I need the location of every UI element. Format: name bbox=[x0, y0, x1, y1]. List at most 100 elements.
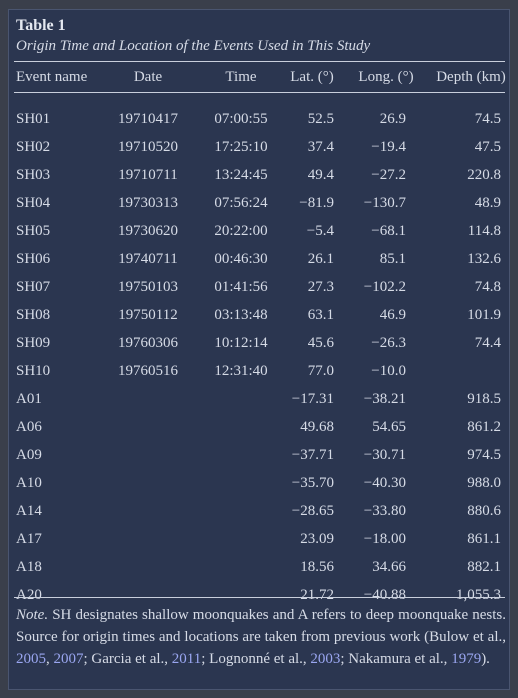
cell-latitude: 49.4 bbox=[307, 167, 334, 183]
note-text-3: ; Lognonné et al., bbox=[201, 651, 311, 667]
cell-depth: 918.5 bbox=[467, 391, 501, 407]
cell-longitude: 26.9 bbox=[379, 111, 406, 127]
cell-event-name: SH03 bbox=[16, 167, 51, 183]
top-rule bbox=[14, 61, 505, 62]
cell-date: 19710520 bbox=[118, 139, 178, 155]
cell-longitude: 34.66 bbox=[372, 559, 406, 575]
cell-depth: 74.4 bbox=[474, 335, 501, 351]
cell-event-name: A18 bbox=[16, 559, 42, 575]
citation-link-bulow-2007[interactable]: 2007 bbox=[53, 651, 84, 667]
table-row: A10 −35.70 −40.30 988.0 bbox=[16, 469, 506, 497]
cell-event-name: SH01 bbox=[16, 111, 51, 127]
cell-latitude: 27.3 bbox=[307, 279, 334, 295]
cell-longitude: −27.2 bbox=[371, 167, 406, 183]
table-row: SH05 19730620 20:22:00 −5.4 −68.1 114.8 bbox=[16, 217, 506, 245]
cell-longitude: −33.80 bbox=[363, 503, 406, 519]
cell-longitude: −130.7 bbox=[363, 195, 406, 211]
cell-latitude: 77.0 bbox=[307, 363, 334, 379]
cell-depth: 880.6 bbox=[467, 503, 501, 519]
cell-depth: 74.5 bbox=[474, 111, 501, 127]
table-row: SH09 19760306 10:12:14 45.6 −26.3 74.4 bbox=[16, 329, 506, 357]
header-time: Time bbox=[225, 69, 257, 85]
cell-depth: 47.5 bbox=[474, 139, 501, 155]
table-panel: Table 1 Origin Time and Location of the … bbox=[8, 9, 510, 690]
table-row: SH08 19750112 03:13:48 63.1 46.9 101.9 bbox=[16, 301, 506, 329]
table-row: SH10 19760516 12:31:40 77.0 −10.0 bbox=[16, 357, 506, 385]
citation-link-nakamura-1979[interactable]: 1979 bbox=[451, 651, 482, 667]
cell-latitude: 45.6 bbox=[307, 335, 334, 351]
table-row: SH07 19750103 01:41:56 27.3 −102.2 74.8 bbox=[16, 273, 506, 301]
table-row: SH02 19710520 17:25:10 37.4 −19.4 47.5 bbox=[16, 133, 506, 161]
note-text-5: ). bbox=[481, 651, 490, 667]
cell-depth: 882.1 bbox=[467, 559, 501, 575]
cell-date: 19750112 bbox=[118, 307, 178, 323]
cell-time: 01:41:56 bbox=[214, 279, 268, 295]
cell-longitude: −102.2 bbox=[363, 279, 406, 295]
cell-depth: 101.9 bbox=[467, 307, 501, 323]
cell-time: 17:25:10 bbox=[214, 139, 268, 155]
cell-longitude: 46.9 bbox=[379, 307, 406, 323]
cell-depth: 114.8 bbox=[467, 223, 501, 239]
table-row: A06 49.68 54.65 861.2 bbox=[16, 413, 506, 441]
header-latitude: Lat. (°) bbox=[290, 69, 334, 85]
table-row: A09 −37.71 −30.71 974.5 bbox=[16, 441, 506, 469]
note-text-2: ; Garcia et al., bbox=[83, 651, 172, 667]
cell-latitude: −37.71 bbox=[291, 447, 334, 463]
cell-depth: 132.6 bbox=[467, 251, 501, 267]
cell-longitude: 54.65 bbox=[372, 419, 406, 435]
cell-date: 19740711 bbox=[118, 251, 178, 267]
cell-event-name: A14 bbox=[16, 503, 42, 519]
cell-event-name: SH02 bbox=[16, 139, 51, 155]
citation-link-garcia-2011[interactable]: 2011 bbox=[171, 651, 202, 667]
cell-date: 19730620 bbox=[118, 223, 178, 239]
cell-date: 19710711 bbox=[118, 167, 178, 183]
cell-time: 20:22:00 bbox=[214, 223, 268, 239]
cell-longitude: −10.0 bbox=[371, 363, 406, 379]
cell-latitude: 18.56 bbox=[300, 559, 334, 575]
cell-event-name: SH08 bbox=[16, 307, 51, 323]
table-row: A17 23.09 −18.00 861.1 bbox=[16, 525, 506, 553]
cell-event-name: A17 bbox=[16, 531, 42, 547]
cell-date: 19750103 bbox=[118, 279, 178, 295]
table-subtitle: Origin Time and Location of the Events U… bbox=[16, 38, 371, 54]
cell-time: 10:12:14 bbox=[214, 335, 268, 351]
cell-event-name: A06 bbox=[16, 419, 42, 435]
table-row: SH01 19710417 07:00:55 52.5 26.9 74.5 bbox=[16, 105, 506, 133]
cell-longitude: −68.1 bbox=[371, 223, 406, 239]
cell-latitude: −35.70 bbox=[291, 475, 334, 491]
cell-depth: 220.8 bbox=[467, 167, 501, 183]
table-note: Note. SH designates shallow moonquakes a… bbox=[16, 604, 506, 670]
cell-event-name: A10 bbox=[16, 475, 42, 491]
note-text-4: ; Nakamura et al., bbox=[340, 651, 452, 667]
header-longitude: Long. (°) bbox=[358, 69, 414, 85]
cell-event-name: SH05 bbox=[16, 223, 51, 239]
header-event-name: Event name bbox=[16, 69, 88, 85]
cell-latitude: 21.72 bbox=[300, 587, 334, 603]
cell-event-name: A09 bbox=[16, 447, 42, 463]
cell-date: 19710417 bbox=[118, 111, 178, 127]
cell-longitude: −38.21 bbox=[363, 391, 406, 407]
cell-latitude: 26.1 bbox=[307, 251, 334, 267]
cell-latitude: 23.09 bbox=[300, 531, 334, 547]
cell-latitude: −28.65 bbox=[291, 503, 334, 519]
citation-link-bulow-2005[interactable]: 2005 bbox=[16, 651, 46, 667]
table-row: A01 −17.31 −38.21 918.5 bbox=[16, 385, 506, 413]
cell-event-name: A20 bbox=[16, 587, 42, 603]
cell-depth: 974.5 bbox=[467, 447, 501, 463]
header-rule bbox=[14, 92, 505, 93]
table-row: SH03 19710711 13:24:45 49.4 −27.2 220.8 bbox=[16, 161, 506, 189]
citation-link-lognonne-2003[interactable]: 2003 bbox=[310, 651, 341, 667]
cell-time: 00:46:30 bbox=[214, 251, 268, 267]
cell-latitude: 37.4 bbox=[307, 139, 334, 155]
table-row: A20 21.72 −40.88 1,055.3 bbox=[16, 581, 506, 609]
cell-date: 19760516 bbox=[118, 363, 178, 379]
cell-longitude: −40.30 bbox=[363, 475, 406, 491]
cell-time: 03:13:48 bbox=[214, 307, 268, 323]
bottom-rule bbox=[14, 597, 505, 598]
cell-event-name: A01 bbox=[16, 391, 42, 407]
table-header-row: Event name Date Time Lat. (°) Long. (°) … bbox=[16, 63, 506, 91]
cell-longitude: −40.88 bbox=[363, 587, 406, 603]
table-row: A14 −28.65 −33.80 880.6 bbox=[16, 497, 506, 525]
header-date: Date bbox=[133, 69, 163, 85]
table-caption: Table 1 Origin Time and Location of the … bbox=[16, 16, 504, 56]
